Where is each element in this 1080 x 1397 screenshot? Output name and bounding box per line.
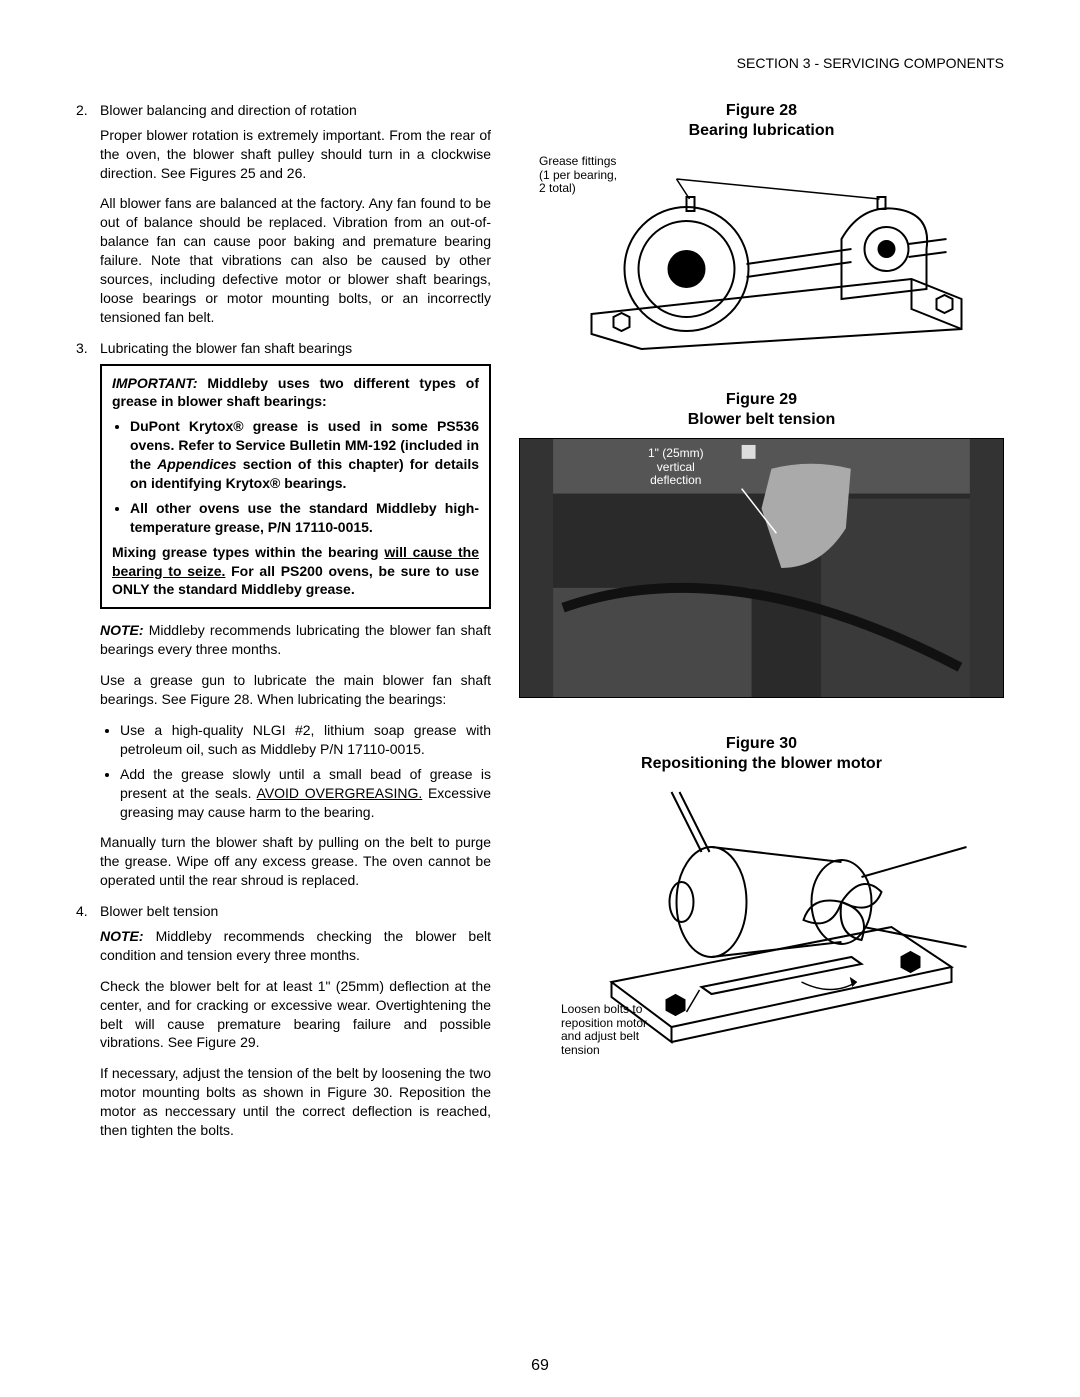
important-intro: IMPORTANT: Middleby uses two different t… xyxy=(112,374,479,412)
important-bullet-2: All other ovens use the standard Middleb… xyxy=(130,499,479,537)
item-3-number: 3. xyxy=(76,339,100,358)
item-2-p1: Proper blower rotation is extremely impo… xyxy=(100,126,491,183)
item-2-head: 2. Blower balancing and direction of rot… xyxy=(76,101,491,120)
item-3-bl2u: AVOID OVERGREASING. xyxy=(257,785,423,801)
fig30-callout: Loosen bolts to reposition motor and adj… xyxy=(561,1003,647,1058)
item-4-p1: Check the blower belt for at least 1" (2… xyxy=(100,977,491,1053)
figure-28: Figure 28 Bearing lubrication Grease fit… xyxy=(519,101,1004,354)
item-2-number: 2. xyxy=(76,101,100,120)
item-3-note-text: Middleby recommends lubricating the blow… xyxy=(100,622,491,657)
fig28-callout: Grease fittings (1 per bearing, 2 total) xyxy=(539,155,617,196)
item-3-bl2: Add the grease slowly until a small bead… xyxy=(120,765,491,822)
page-number: 69 xyxy=(0,1355,1080,1377)
important-lead: IMPORTANT: xyxy=(112,375,198,391)
figure-30: Figure 30 Repositioning the blower motor… xyxy=(519,734,1004,1062)
fig28-t2: Bearing lubrication xyxy=(519,121,1004,141)
content-columns: 2. Blower balancing and direction of rot… xyxy=(76,101,1004,1152)
item-3-p2: Manually turn the blower shaft by pullin… xyxy=(100,833,491,890)
item-2-title: Blower balancing and direction of rotati… xyxy=(100,101,357,120)
note-lead-1: NOTE: xyxy=(100,622,144,638)
fig30-t1: Figure 30 xyxy=(519,734,1004,754)
item-3-note: NOTE: Middleby recommends lubricating th… xyxy=(100,621,491,659)
fig29-t1: Figure 29 xyxy=(519,390,1004,410)
item-3-bl1: Use a high-quality NLGI #2, lithium soap… xyxy=(120,721,491,759)
left-column: 2. Blower balancing and direction of rot… xyxy=(76,101,491,1152)
item-4-number: 4. xyxy=(76,902,100,921)
note-lead-2: NOTE: xyxy=(100,928,144,944)
right-column: Figure 28 Bearing lubrication Grease fit… xyxy=(519,101,1004,1152)
fig28-image: Grease fittings (1 per bearing, 2 total) xyxy=(519,149,1004,354)
item-4-head: 4. Blower belt tension xyxy=(76,902,491,921)
item-4-note-text: Middleby recommends checking the blower … xyxy=(100,928,491,963)
fig29-image: 1" (25mm) vertical deflection xyxy=(519,438,1004,698)
item-3-head: 3. Lubricating the blower fan shaft bear… xyxy=(76,339,491,358)
item-2-p2: All blower fans are balanced at the fact… xyxy=(100,194,491,326)
item-3-title: Lubricating the blower fan shaft bearing… xyxy=(100,339,352,358)
section-header: SECTION 3 - SERVICING COMPONENTS xyxy=(76,54,1004,73)
item-4-title: Blower belt tension xyxy=(100,902,218,921)
important-bullet-1: DuPont Krytox® grease is used in some PS… xyxy=(130,417,479,493)
fig28-t1: Figure 28 xyxy=(519,101,1004,121)
item-4-p2: If necessary, adjust the tension of the … xyxy=(100,1064,491,1140)
fig29-svg xyxy=(520,439,1003,697)
item-3-bullets: Use a high-quality NLGI #2, lithium soap… xyxy=(120,721,491,821)
important-mix1: Mixing grease types within the bearing xyxy=(112,544,384,560)
important-box: IMPORTANT: Middleby uses two different t… xyxy=(100,364,491,610)
fig30-t2: Repositioning the blower motor xyxy=(519,754,1004,774)
figure-29: Figure 29 Blower belt tension 1" (25mm) … xyxy=(519,390,1004,698)
fig30-image: Loosen bolts to reposition motor and adj… xyxy=(519,782,1004,1062)
fig29-callout: 1" (25mm) vertical deflection xyxy=(648,447,704,488)
important-mix: Mixing grease types within the bearing w… xyxy=(112,543,479,600)
fig29-t2: Blower belt tension xyxy=(519,410,1004,430)
item-3-p1: Use a grease gun to lubricate the main b… xyxy=(100,671,491,709)
important-b1b: Appendices xyxy=(157,456,236,472)
item-4-note: NOTE: Middleby recommends checking the b… xyxy=(100,927,491,965)
